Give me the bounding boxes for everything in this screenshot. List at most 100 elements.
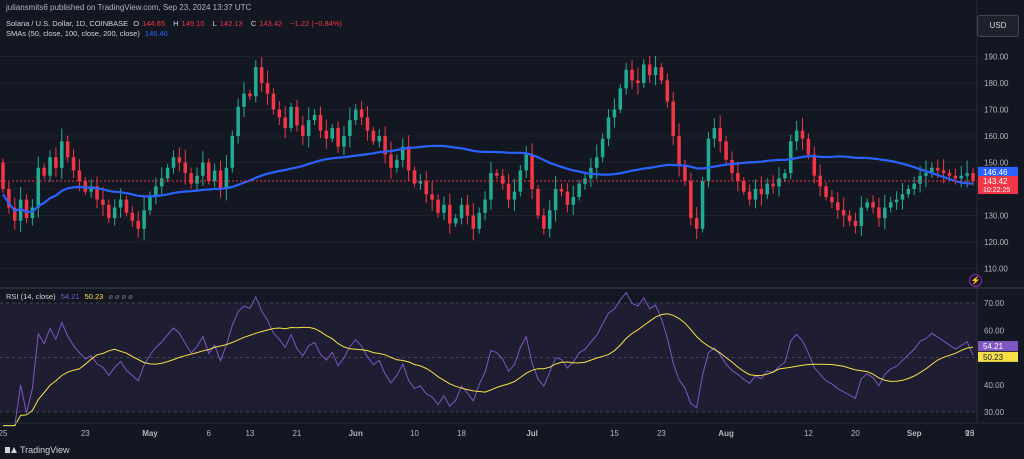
candle-body [136, 220, 140, 229]
candle-body [953, 175, 958, 179]
lightning-icon[interactable]: ⚡ [969, 274, 982, 287]
time-axis[interactable]: 25 23 May 6 13 21 Jun 10 18 Jul 15 23 Aug 12 20 Sep 9162… [0, 429, 975, 438]
candle-body [71, 157, 76, 171]
candle-body [306, 120, 311, 137]
candle-body [301, 125, 305, 137]
candle-body [653, 67, 658, 76]
candle-body [512, 191, 517, 200]
candle-body [642, 64, 646, 84]
time-tick-label: 13 [245, 429, 254, 438]
candle-body [871, 202, 875, 208]
candle-body [712, 128, 717, 139]
price-tick-label: 150.00 [984, 159, 1009, 168]
candle-body [201, 162, 205, 176]
candle-body [859, 207, 864, 227]
candle-body [130, 212, 135, 221]
candle-body [424, 181, 429, 195]
candle-body [112, 207, 117, 219]
candle-body [154, 186, 158, 197]
time-tick-label: Aug [718, 429, 734, 438]
candle-body [883, 207, 887, 219]
open-value: O 144.65 [133, 19, 166, 28]
candle-body [60, 141, 64, 168]
candle-body [530, 154, 534, 189]
time-tick-label: 20 [851, 429, 860, 438]
candle-body [671, 101, 675, 137]
rsi-ma-line [3, 313, 974, 427]
candle-body [618, 88, 623, 110]
candle-body [747, 191, 752, 200]
candle-body [783, 173, 787, 179]
candle-body [571, 196, 576, 205]
time-tick-label: 16 [966, 429, 975, 438]
candle-body [365, 117, 370, 131]
candle-body [471, 215, 476, 229]
publisher-attribution: juliansmits6 published on TradingView.co… [6, 3, 252, 12]
price-tick-label: 190.00 [984, 53, 1009, 62]
rsi-label: RSI (14, close) [6, 292, 56, 301]
candle-body [242, 93, 246, 107]
candle-body [359, 109, 364, 118]
candle-body [947, 173, 952, 176]
candle-body [971, 173, 975, 182]
candle-body [12, 207, 17, 221]
currency-button[interactable]: USD [977, 15, 1019, 37]
candle-body [406, 146, 411, 171]
time-tick-label: 18 [457, 429, 466, 438]
candle-body [289, 106, 293, 129]
symbol-legend[interactable]: Solana / U.S. Dollar, 1D, COINBASE O 144.… [6, 19, 345, 28]
candle-body [930, 167, 934, 174]
candle-body [853, 220, 858, 227]
candle-body [924, 173, 928, 176]
candle-body [865, 202, 869, 208]
sma-label: SMAs (50, close, 100, close, 200, close) [6, 29, 140, 38]
candle-body [489, 173, 493, 200]
candle-body [148, 196, 152, 211]
candle-body [759, 188, 764, 195]
candle-body [800, 130, 805, 139]
candle-body [165, 167, 170, 179]
candle-body [312, 114, 317, 121]
sma-line [2, 144, 974, 213]
candle-body [30, 207, 35, 219]
candle-body [448, 204, 452, 224]
price-tick-label: 110.00 [984, 264, 1008, 273]
candle-body [730, 159, 734, 174]
time-tick-label: 23 [81, 429, 90, 438]
candle-body [283, 117, 287, 129]
time-tick-label: 23 [966, 429, 975, 438]
candle-body [48, 157, 52, 176]
sma-legend[interactable]: SMAs (50, close, 100, close, 200, close)… [6, 29, 171, 38]
candle-body [606, 117, 611, 139]
candle-body [965, 173, 969, 176]
rsi-ma-value: 50.23 [84, 292, 104, 301]
candle-body [741, 181, 746, 192]
candle-body [295, 106, 299, 126]
candle-body [935, 167, 940, 171]
candle-body [906, 188, 911, 195]
countdown-label: 10:22:25 [983, 187, 1010, 194]
rsi-tick-label: 30.00 [984, 408, 1005, 417]
time-tick-label: 12 [804, 429, 813, 438]
rsi-tick-label: 70.00 [984, 299, 1005, 308]
candle-body [83, 181, 88, 192]
candle-body [794, 130, 799, 142]
candle-body [918, 175, 922, 184]
candle-body [118, 199, 123, 208]
candle-body [524, 154, 528, 171]
candle-body [753, 188, 758, 200]
sma-value: 146.46 [144, 29, 168, 38]
candle-body [336, 128, 340, 147]
candle-body [912, 183, 916, 189]
price-axis: 190.00180.00170.00160.00150.00140.00130.… [978, 53, 1018, 273]
candle-body [453, 218, 458, 224]
time-tick-label: May [142, 429, 158, 438]
candle-body [189, 173, 193, 184]
tradingview-logo[interactable]: TradingView [5, 445, 70, 455]
candle-body [77, 170, 82, 182]
time-tick-label: Jun [349, 429, 363, 438]
rsi-legend[interactable]: RSI (14, close) 54.21 50.23 ⌀ ⌀ ⌀ ⌀ [6, 292, 136, 301]
candle-body [559, 188, 564, 192]
